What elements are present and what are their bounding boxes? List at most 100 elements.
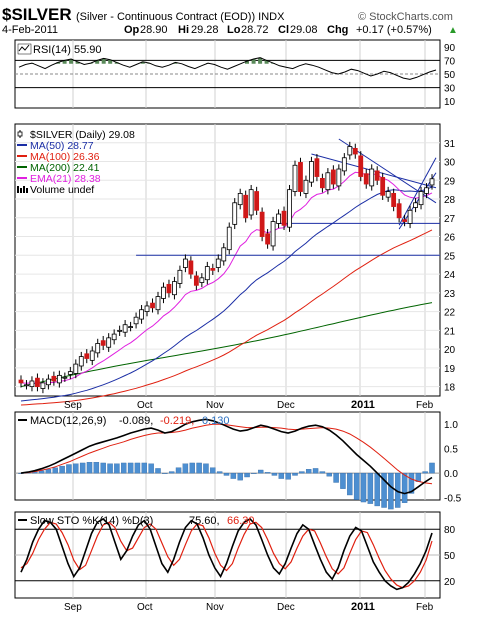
legend-volume-icon <box>20 188 22 193</box>
macd-histogram-bar <box>196 462 202 474</box>
candle-body <box>139 309 144 320</box>
macd-histogram-bar <box>271 472 278 476</box>
macd-tick-label-1.0: 1.0 <box>444 420 458 431</box>
candle-body <box>292 164 298 192</box>
rsi-legend-icon <box>18 44 30 52</box>
high-label: Hi <box>178 24 189 36</box>
candle-body <box>314 158 320 177</box>
price-tick-label-25: 25 <box>444 251 456 262</box>
stockcharts-watermark: © StockCharts.com <box>358 11 453 23</box>
rsi-line <box>18 57 437 80</box>
sto-k-line <box>20 517 433 591</box>
candle-body <box>336 168 342 187</box>
open-value: 28.90 <box>140 24 168 36</box>
price-tick-label-26: 26 <box>444 233 456 244</box>
macd-legend-value-signal: -0.219, <box>160 415 194 427</box>
macd-histogram-bar <box>100 462 106 474</box>
candle-body <box>341 157 347 172</box>
macd-histogram-bar <box>326 472 332 477</box>
candle-body <box>111 333 117 341</box>
sto-month-label-Dec: Dec <box>277 602 295 613</box>
chart-header: $SILVER (Silver - Continuous Contract (E… <box>2 5 458 36</box>
rsi-tick-label-50: 50 <box>444 70 456 81</box>
candle-body <box>325 172 331 191</box>
candle-body <box>106 337 112 348</box>
candle-body <box>29 380 35 388</box>
rsi-tick-label-30: 30 <box>444 84 456 95</box>
candle-body <box>199 277 205 283</box>
macd-histogram-bar <box>408 472 415 494</box>
price-tick-label-31: 31 <box>444 139 456 150</box>
sto-legend-value-k: 75.60, <box>189 515 220 527</box>
close-value: 29.08 <box>290 24 318 36</box>
candle-body <box>237 193 243 206</box>
candle-body <box>177 269 183 284</box>
candle-body <box>429 178 435 186</box>
candle-body <box>380 177 386 196</box>
candle-body <box>166 283 172 294</box>
macd-legend-label: MACD(12,26,9) <box>30 415 106 427</box>
price-tick-label-18: 18 <box>444 383 456 394</box>
candle-body <box>363 173 369 185</box>
candle-body <box>369 168 375 187</box>
price-legend-label-0: $SILVER (Daily) 29.08 <box>30 129 135 141</box>
macd-histogram-bar <box>162 472 168 474</box>
macd-histogram-bar <box>244 472 250 478</box>
candle-body <box>221 247 227 262</box>
high-value: 29.28 <box>191 24 219 36</box>
macd-histogram-bar <box>230 472 237 479</box>
candle-body <box>418 191 424 206</box>
macd-histogram-bar <box>312 468 319 474</box>
macd-histogram-bar <box>347 472 353 496</box>
candle-body <box>330 169 336 185</box>
sto-month-label-Nov: Nov <box>206 602 224 613</box>
candle-body <box>40 382 46 389</box>
price-tick-label-27: 27 <box>444 214 456 225</box>
open-label: Op <box>124 24 140 36</box>
macd-histogram-bar <box>59 465 65 474</box>
macd-histogram-bar <box>367 472 374 504</box>
candle-body <box>358 155 364 177</box>
change-value: +0.17 (+0.57%) <box>356 24 432 36</box>
macd-histogram-bar <box>45 469 52 474</box>
macd-histogram-bar <box>73 463 79 474</box>
macd-panel: 1.0 0.5 0.0 -0.5 MACD(12,26,9) -0.089, -0.219,… <box>14 411 462 510</box>
price-tick-label-19: 19 <box>444 364 456 375</box>
price-tick-label-29: 29 <box>444 176 456 187</box>
macd-histogram-bar <box>237 472 243 481</box>
macd-histogram-bar <box>258 469 264 474</box>
price-legend-label-5: Volume undef <box>30 184 94 196</box>
price-month-label-Sep: Sep <box>64 400 82 411</box>
candle-body <box>155 296 161 311</box>
macd-histogram-bar <box>175 467 182 474</box>
candle-body <box>243 194 249 219</box>
macd-histogram-bar <box>86 462 93 474</box>
macd-histogram-bar <box>114 463 120 474</box>
macd-histogram-bar <box>203 463 209 474</box>
macd-histogram-bar <box>134 462 141 474</box>
candle-body <box>309 161 314 183</box>
macd-histogram-bar <box>155 468 161 474</box>
macd-histogram-bar <box>168 471 175 474</box>
close-label: Cl <box>278 24 289 36</box>
candle-body <box>385 191 391 198</box>
sto-tick-label-20: 20 <box>444 577 456 588</box>
sto-month-label-Oct: Oct <box>137 602 153 613</box>
candle-body <box>172 281 177 296</box>
candle-body <box>78 356 84 367</box>
candle-body <box>259 211 265 237</box>
price-month-label-2011: 2011 <box>351 399 375 411</box>
candle-body <box>374 170 380 181</box>
candle-body <box>84 353 90 359</box>
macd-histogram-bar <box>79 462 86 474</box>
ema21-line <box>20 171 433 384</box>
candle-body <box>265 233 271 245</box>
macd-tick-label-0.5: 0.5 <box>444 445 458 456</box>
macd-tick-label--0.5: -0.5 <box>444 494 462 505</box>
candle-body <box>347 146 353 156</box>
candle-body <box>188 260 194 275</box>
sto-d-line <box>20 521 433 589</box>
macd-histogram-bar <box>381 472 387 508</box>
